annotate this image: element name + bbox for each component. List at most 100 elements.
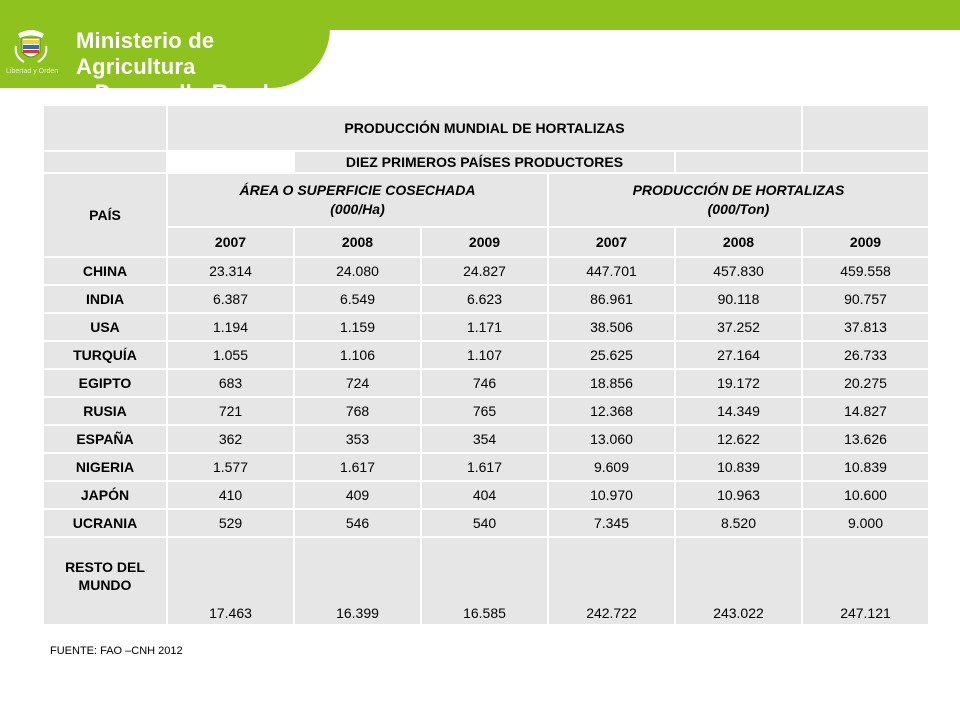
country-cell: INDIA bbox=[44, 286, 166, 312]
value-cell: 247.121 bbox=[803, 538, 928, 624]
value-cell: 354 bbox=[422, 426, 547, 452]
value-cell: 10.839 bbox=[676, 454, 801, 480]
value-cell: 13.060 bbox=[549, 426, 674, 452]
value-cell: 7.345 bbox=[549, 510, 674, 536]
ministry-line-1: Ministerio de Agricultura bbox=[76, 28, 215, 79]
value-cell: 27.164 bbox=[676, 342, 801, 368]
empty-cell bbox=[676, 152, 801, 172]
value-cell: 19.172 bbox=[676, 370, 801, 396]
value-cell: 26.733 bbox=[803, 342, 928, 368]
year-header: 2007 bbox=[168, 228, 293, 256]
value-cell: 447.701 bbox=[549, 258, 674, 284]
empty-cell bbox=[44, 106, 166, 150]
value-cell: 14.349 bbox=[676, 398, 801, 424]
colombia-coat-of-arms-icon bbox=[14, 30, 48, 63]
group-header-row: PAÍS ÁREA O SUPERFICIE COSECHADA (000/Ha… bbox=[44, 174, 928, 256]
value-cell: 683 bbox=[168, 370, 293, 396]
value-cell: 90.757 bbox=[803, 286, 928, 312]
empty-cell bbox=[44, 152, 166, 172]
table-row: RESTO DEL MUNDO 17.463 16.399 16.585 242.722… bbox=[44, 538, 928, 624]
value-cell: 1.106 bbox=[295, 342, 420, 368]
table-row: TURQUÍA 1.055 1.106 1.107 25.625 27.164 26.733 bbox=[44, 342, 928, 368]
empty-cell bbox=[803, 106, 928, 150]
table-subtitle: DIEZ PRIMEROS PAÍSES PRODUCTORES bbox=[295, 152, 674, 172]
country-cell: CHINA bbox=[44, 258, 166, 284]
value-cell: 9.000 bbox=[803, 510, 928, 536]
table-row: USA 1.194 1.159 1.171 38.506 37.252 37.813 bbox=[44, 314, 928, 340]
table-row: EGIPTO 683 724 746 18.856 19.172 20.275 bbox=[44, 370, 928, 396]
value-cell: 6.623 bbox=[422, 286, 547, 312]
year-header: 2008 bbox=[676, 228, 801, 256]
value-cell: 20.275 bbox=[803, 370, 928, 396]
area-group-header: ÁREA O SUPERFICIE COSECHADA (000/Ha) bbox=[168, 174, 547, 226]
value-cell: 529 bbox=[168, 510, 293, 536]
value-cell: 23.314 bbox=[168, 258, 293, 284]
country-header: PAÍS bbox=[44, 174, 166, 256]
value-cell: 765 bbox=[422, 398, 547, 424]
value-cell: 13.626 bbox=[803, 426, 928, 452]
value-cell: 24.827 bbox=[422, 258, 547, 284]
area-group-line-2: (000/Ha) bbox=[330, 201, 385, 217]
value-cell: 8.520 bbox=[676, 510, 801, 536]
value-cell: 10.963 bbox=[676, 482, 801, 508]
area-group-line-1: ÁREA O SUPERFICIE COSECHADA bbox=[239, 182, 476, 198]
value-cell: 724 bbox=[295, 370, 420, 396]
value-cell: 37.252 bbox=[676, 314, 801, 340]
value-cell: 16.585 bbox=[422, 538, 547, 624]
table-body: CHINA 23.314 24.080 24.827 447.701 457.830 459… bbox=[44, 258, 928, 624]
table-row: RUSIA 721 768 765 12.368 14.349 14.827 bbox=[44, 398, 928, 424]
country-cell: UCRANIA bbox=[44, 510, 166, 536]
value-cell: 243.022 bbox=[676, 538, 801, 624]
value-cell: 1.617 bbox=[295, 454, 420, 480]
table-row: ESPAÑA 362 353 354 13.060 12.622 13.626 bbox=[44, 426, 928, 452]
year-header-row: 2007 2008 2009 2007 2008 2009 bbox=[44, 228, 928, 256]
value-cell: 12.622 bbox=[676, 426, 801, 452]
value-cell: 10.839 bbox=[803, 454, 928, 480]
production-group-line-2: (000/Ton) bbox=[707, 201, 770, 217]
value-cell: 14.827 bbox=[803, 398, 928, 424]
value-cell: 86.961 bbox=[549, 286, 674, 312]
value-cell: 17.463 bbox=[168, 538, 293, 624]
value-cell: 9.609 bbox=[549, 454, 674, 480]
year-header: 2009 bbox=[803, 228, 928, 256]
value-cell: 6.387 bbox=[168, 286, 293, 312]
table-row: UCRANIA 529 546 540 7.345 8.520 9.000 bbox=[44, 510, 928, 536]
country-cell: TURQUÍA bbox=[44, 342, 166, 368]
table-row: JAPÓN 410 409 404 10.970 10.963 10.600 bbox=[44, 482, 928, 508]
value-cell: 1.055 bbox=[168, 342, 293, 368]
value-cell: 18.856 bbox=[549, 370, 674, 396]
title-row: PRODUCCIÓN MUNDIAL DE HORTALIZAS bbox=[44, 106, 928, 150]
ministry-logo-panel: Libertad y Orden Ministerio de Agricultu… bbox=[0, 0, 330, 105]
value-cell: 459.558 bbox=[803, 258, 928, 284]
table-title: PRODUCCIÓN MUNDIAL DE HORTALIZAS bbox=[168, 106, 801, 150]
value-cell: 16.399 bbox=[295, 538, 420, 624]
value-cell: 1.171 bbox=[422, 314, 547, 340]
country-cell: EGIPTO bbox=[44, 370, 166, 396]
value-cell: 1.577 bbox=[168, 454, 293, 480]
value-cell: 410 bbox=[168, 482, 293, 508]
production-group-header: PRODUCCIÓN DE HORTALIZAS (000/Ton) bbox=[549, 174, 928, 226]
value-cell: 38.506 bbox=[549, 314, 674, 340]
country-cell: JAPÓN bbox=[44, 482, 166, 508]
value-cell: 6.549 bbox=[295, 286, 420, 312]
table-row: CHINA 23.314 24.080 24.827 447.701 457.830 459… bbox=[44, 258, 928, 284]
value-cell: 10.970 bbox=[549, 482, 674, 508]
year-header: 2007 bbox=[549, 228, 674, 256]
subtitle-row: DIEZ PRIMEROS PAÍSES PRODUCTORES bbox=[44, 152, 928, 172]
value-cell: 409 bbox=[295, 482, 420, 508]
value-cell: 1.159 bbox=[295, 314, 420, 340]
value-cell: 90.118 bbox=[676, 286, 801, 312]
value-cell: 746 bbox=[422, 370, 547, 396]
value-cell: 10.600 bbox=[803, 482, 928, 508]
value-cell: 404 bbox=[422, 482, 547, 508]
country-cell: RESTO DEL MUNDO bbox=[44, 538, 166, 624]
value-cell: 353 bbox=[295, 426, 420, 452]
value-cell: 546 bbox=[295, 510, 420, 536]
production-table: PRODUCCIÓN MUNDIAL DE HORTALIZAS DIEZ PR… bbox=[42, 104, 930, 626]
crest-caption: Libertad y Orden bbox=[6, 68, 59, 75]
value-cell: 768 bbox=[295, 398, 420, 424]
value-cell: 540 bbox=[422, 510, 547, 536]
value-cell: 37.813 bbox=[803, 314, 928, 340]
table-row: INDIA 6.387 6.549 6.623 86.961 90.118 90.757 bbox=[44, 286, 928, 312]
value-cell: 457.830 bbox=[676, 258, 801, 284]
